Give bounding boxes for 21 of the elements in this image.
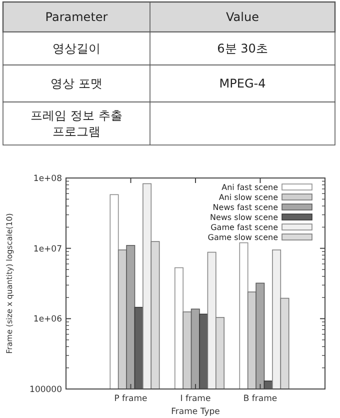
legend-label: Game slow scene [208, 233, 278, 242]
legend-label: Ani slow scene [218, 193, 278, 202]
text: Parameter [45, 10, 108, 24]
x-tick-label: I frame [180, 394, 211, 404]
y-tick-label: 1e+08 [33, 174, 62, 184]
legend-label: Game fast scene [210, 223, 278, 232]
text: 영상 포맷 [50, 76, 102, 90]
text: 6분 30초 [217, 42, 268, 56]
x-axis-title: Frame Type [171, 407, 220, 417]
x-tick-label: P frame [114, 394, 148, 404]
y-tick-label: 1e+06 [33, 314, 62, 325]
legend-label: News slow scene [210, 213, 278, 222]
y-tick-label: 100000 [30, 385, 62, 395]
text: MPEG-4 [219, 76, 266, 90]
text: Value [226, 10, 259, 24]
text: 프레임 정보 추출 프로그램 [30, 108, 122, 138]
x-tick-label: B frame [243, 394, 278, 404]
legend-label: Ani fast scene [222, 183, 278, 192]
text: 영상길이 [52, 42, 100, 56]
legend-label: News fast scene [212, 203, 278, 212]
y-tick-label: 1e+07 [33, 244, 62, 254]
